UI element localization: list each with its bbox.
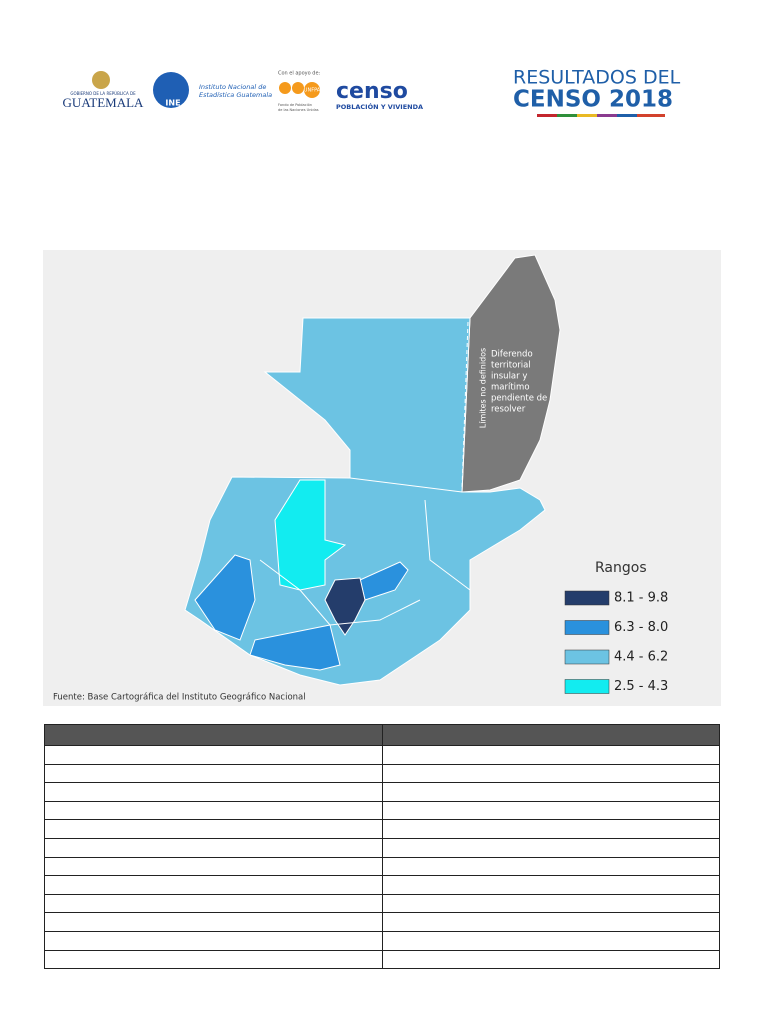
legend-swatch <box>564 649 610 665</box>
logo-text: GUATEMALA <box>63 95 144 110</box>
region <box>263 317 471 493</box>
data-table <box>44 724 720 970</box>
dispute-note-line: insular y <box>491 372 527 382</box>
header-title: CENSO 2018 <box>513 87 673 113</box>
censo-logo: censo POBLACIÓN Y VIVIENDA <box>336 79 423 111</box>
logo-text: POBLACIÓN Y VIVIENDA <box>336 102 423 111</box>
table-row <box>44 782 720 802</box>
region <box>324 577 366 636</box>
legend-label: 6.3 - 8.0 <box>614 620 668 635</box>
boundary <box>259 559 421 626</box>
dispute-note-line: territorial <box>491 361 531 371</box>
header-cell <box>381 724 720 746</box>
region <box>194 554 256 641</box>
legend-swatch <box>564 679 610 694</box>
dispute-note-line: marítimo <box>491 383 530 393</box>
logo-text: Instituto Nacional de <box>199 83 266 91</box>
table-row <box>44 745 720 765</box>
map <box>184 254 561 686</box>
color-stripe <box>537 114 665 117</box>
table-row <box>44 893 720 914</box>
logo-text: INE <box>165 99 180 108</box>
legend-label: 8.1 - 9.8 <box>614 591 668 606</box>
logo-text: UNFPA <box>304 88 321 94</box>
table-row <box>44 930 720 951</box>
table-row <box>44 856 720 877</box>
logo-text: Con el apoyo de: <box>278 71 321 77</box>
legend-label: 2.5 - 4.3 <box>614 679 668 694</box>
dispute-note-line: resolver <box>491 405 526 415</box>
table-header <box>44 724 720 746</box>
logo-text: de las Naciones Unidas <box>278 108 319 112</box>
logo-text: censo <box>336 79 408 104</box>
table-row <box>44 949 720 970</box>
map-source: Fuente: Base Cartográfica del Instituto … <box>53 693 306 703</box>
table-row <box>44 875 720 895</box>
dispute-note-line: Diferendo <box>491 350 533 360</box>
logo-text: GOBIERNO DE LA REPÚBLICA DE <box>70 91 136 96</box>
guatemala-logo: GOBIERNO DE LA REPÚBLICA DE GUATEMALA <box>63 71 144 110</box>
unfpa-logo: Con el apoyo de: UNFPA Fondo de Població… <box>278 71 321 113</box>
boundary-note: Límites no definidos <box>479 348 488 428</box>
header-title: RESULTADOS DEL <box>513 67 681 89</box>
legend: 8.1 - 9.8 6.3 - 8.0 4.4 - 6.2 2.5 - 4.3 <box>564 590 668 694</box>
page-graphics: GOBIERNO DE LA REPÚBLICA DE GUATEMALA IN… <box>43 67 721 706</box>
table-row <box>44 912 720 932</box>
region <box>274 479 347 591</box>
logo-text: Fondo de Población <box>278 103 312 107</box>
table-row <box>44 837 720 858</box>
legend-label: 4.4 - 6.2 <box>614 650 668 665</box>
legend-swatch <box>564 620 610 635</box>
belize-region <box>461 254 561 493</box>
table-row <box>44 763 720 784</box>
logo-text: Estadística Guatemala <box>199 91 272 99</box>
table-row <box>44 800 720 821</box>
legend-swatch <box>564 590 610 606</box>
ine-logo: INE Instituto Nacional de Estadística Gu… <box>153 72 272 108</box>
table-row <box>44 819 720 839</box>
header-cell <box>44 724 383 746</box>
dispute-note-line: pendiente de <box>491 394 547 404</box>
legend-title: Rangos <box>595 560 647 576</box>
boundary <box>424 499 471 591</box>
